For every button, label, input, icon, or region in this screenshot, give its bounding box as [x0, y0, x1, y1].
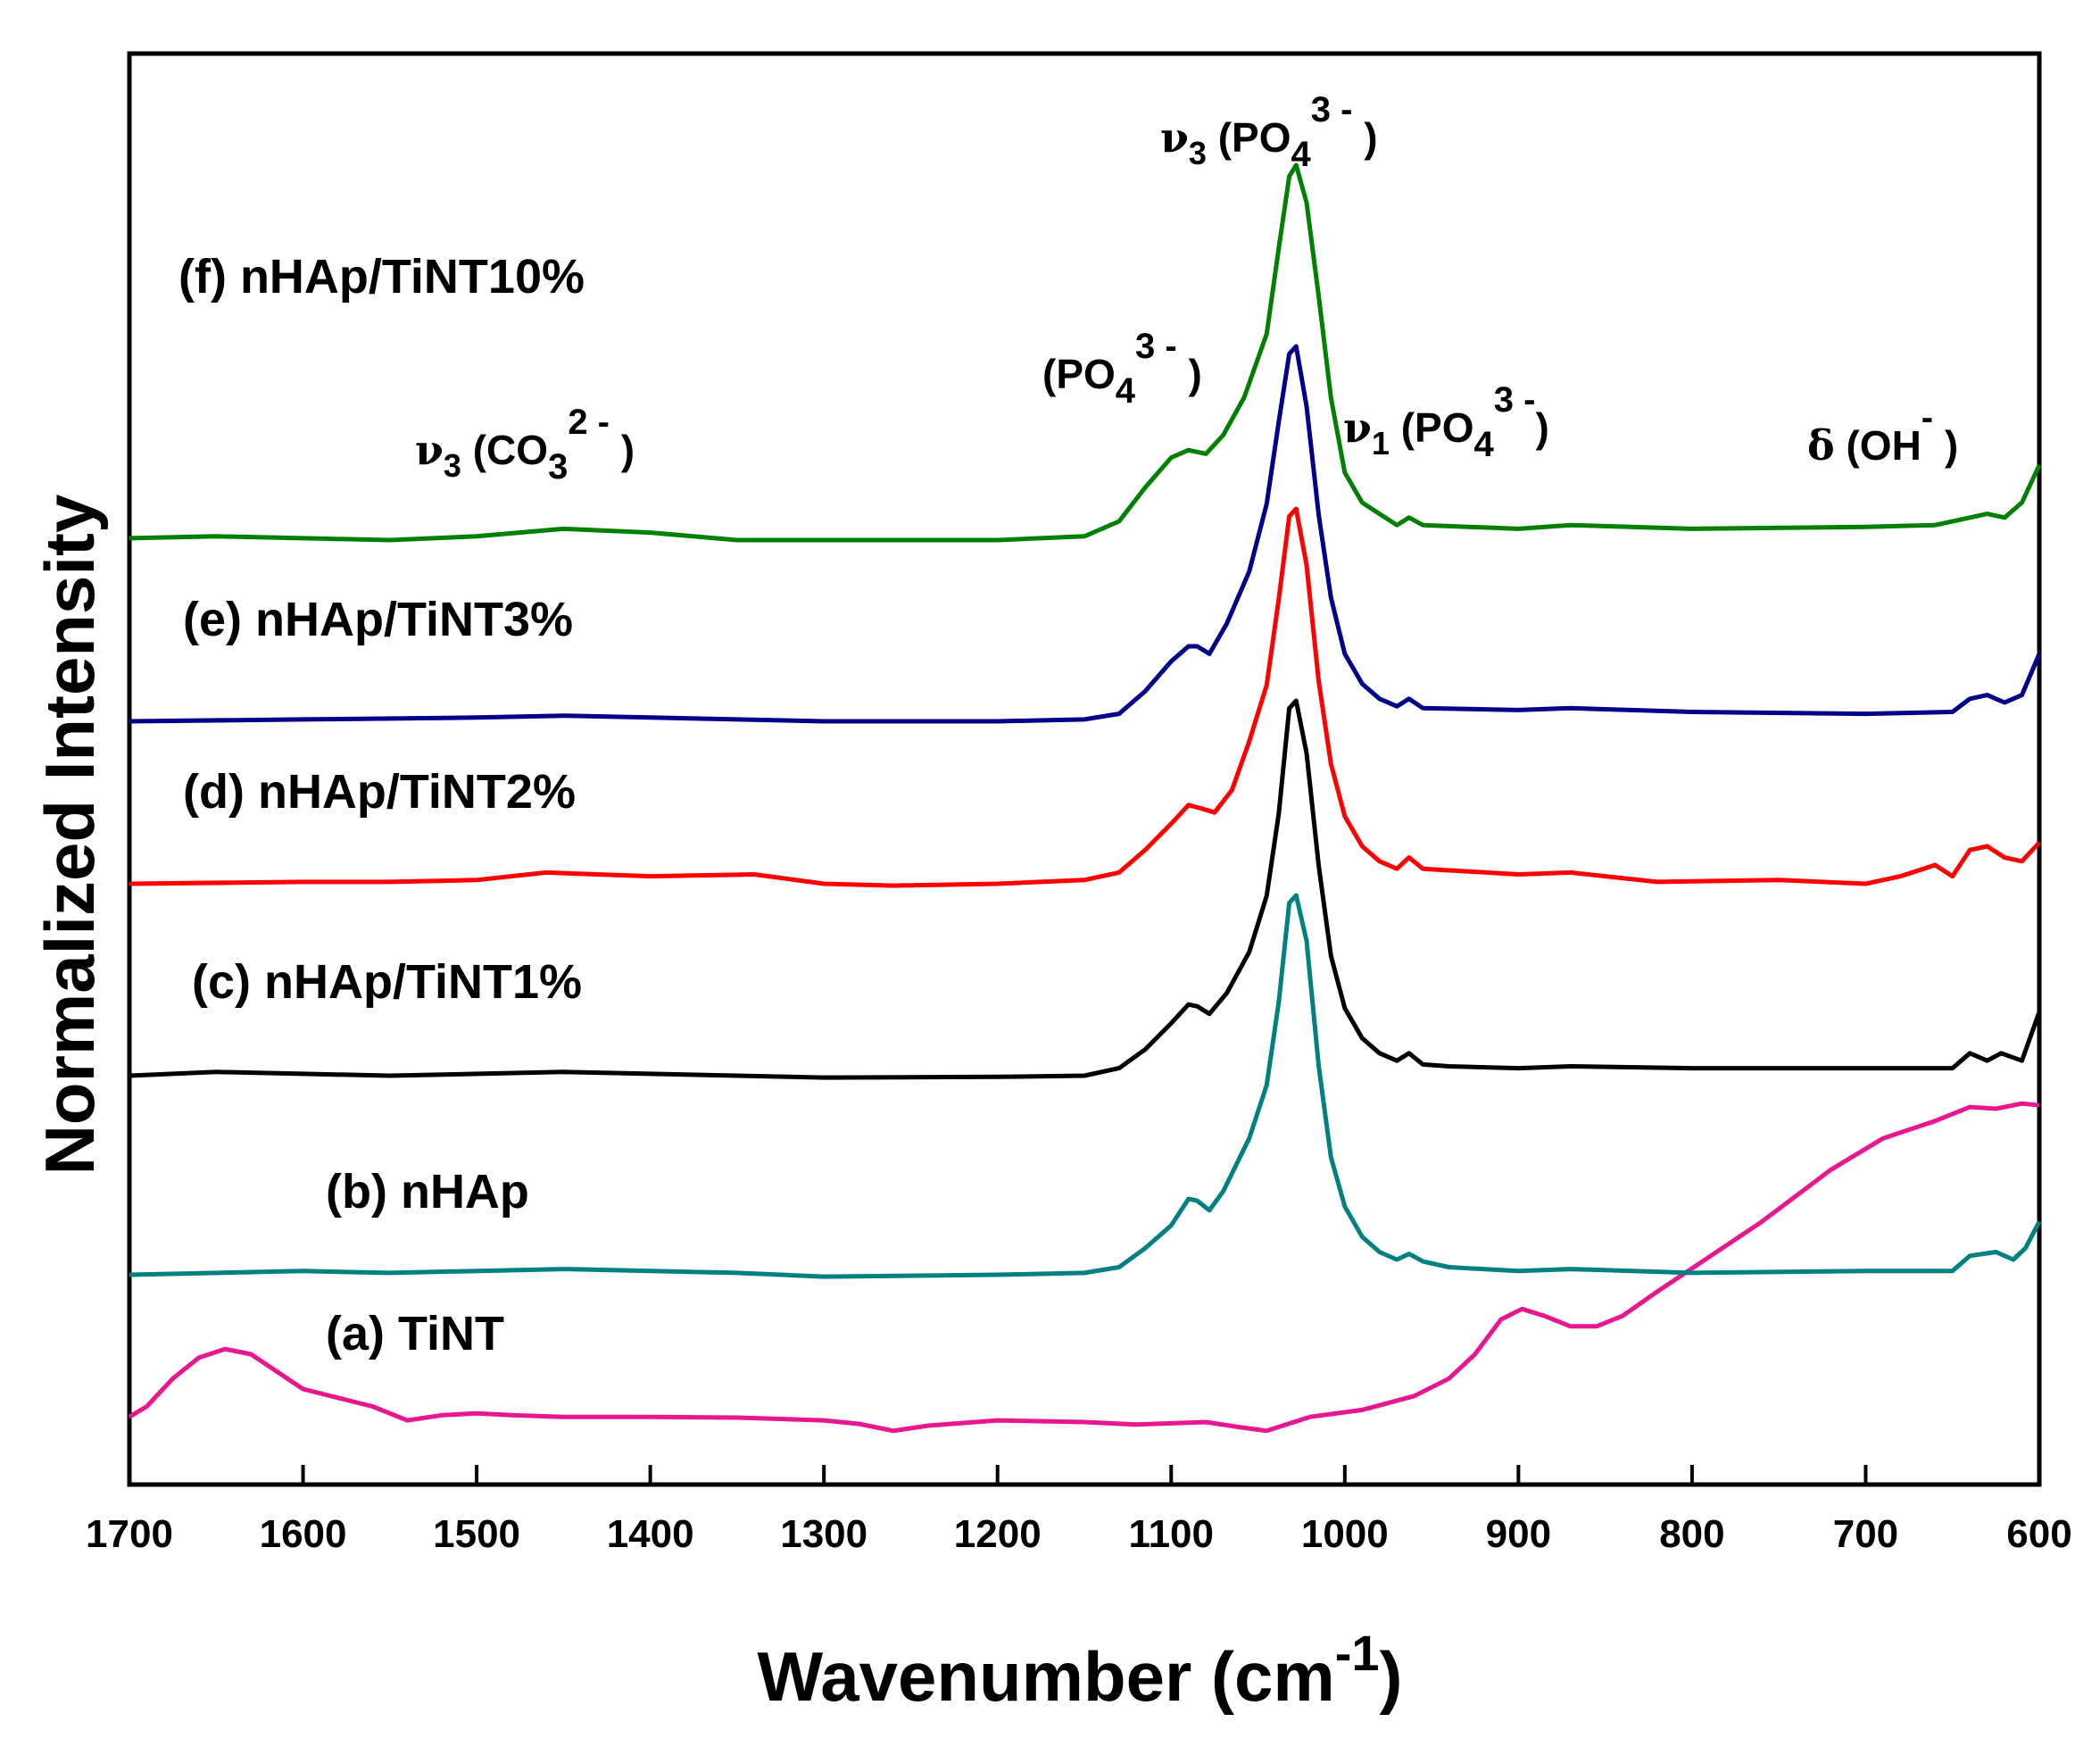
- x-axis-title: Wavenumber (cm-1): [757, 1625, 1402, 1716]
- series-labels: (a) TiNT (b) nHAp (c) nHAp/TiNT1% (d) nHAp/…: [178, 250, 585, 1360]
- series-label-3: (d) nHAp/TiNT2%: [183, 765, 576, 819]
- annotation-0-sub2: 3: [548, 447, 568, 487]
- series-line-5: [129, 162, 2042, 543]
- x-axis-title-close: ): [1380, 1637, 1403, 1716]
- series-line-4: [129, 344, 2042, 724]
- y-axis-title: Normalized Intensity: [30, 495, 109, 1176]
- annotation-4-symbol: δ: [1807, 421, 1835, 470]
- x-axis-ticks: 1700 1600 1500 1400 1300 1200 1100 1000 900 800 70…: [86, 1465, 2072, 1556]
- series-line-0: [128, 1101, 2040, 1434]
- annotation-1-close: ): [1177, 351, 1202, 397]
- series-label-1: (b) nHAp: [326, 1165, 529, 1219]
- annotation-3-close: ): [1535, 404, 1548, 451]
- x-axis-title-sup: -1: [1335, 1625, 1380, 1681]
- annotation-3-sup2: 3 -: [1494, 380, 1536, 420]
- annotation-2-text: (PO: [1207, 114, 1291, 161]
- x-tick-label-1400: 1400: [607, 1512, 694, 1556]
- peak-annotations: ν3 (CO32 - )(PO43 - )ν3 (PO43 - )ν1 (PO4…: [415, 90, 1958, 487]
- annotation-4-sup2: -: [1922, 398, 1933, 437]
- annotation-2-sub2: 4: [1291, 135, 1312, 174]
- annotation-0-text: (CO: [461, 427, 548, 473]
- series-line-2: [129, 698, 2042, 1080]
- annotation-4-close: ): [1933, 422, 1958, 469]
- annotation-1-sup2: 3 -: [1135, 327, 1177, 366]
- series-label-0: (a) TiNT: [326, 1307, 504, 1360]
- x-tick-label-1700: 1700: [86, 1512, 173, 1556]
- annotation-2-close: ): [1352, 114, 1377, 161]
- annotation-3: ν1 (PO4 3 -): [1343, 380, 1549, 464]
- series-label-2: (c) nHAp/TiNT1%: [192, 955, 582, 1009]
- x-tick-label-1000: 1000: [1301, 1512, 1389, 1556]
- series-label-4: (e) nHAp/TiNT3%: [183, 593, 573, 646]
- x-tick-label-1600: 1600: [260, 1512, 347, 1556]
- annotation-0-close: ): [610, 427, 635, 473]
- series-line-3: [129, 506, 2041, 888]
- series-line-1: [129, 893, 2042, 1279]
- x-tick-label-1200: 1200: [954, 1512, 1042, 1556]
- annotation-4-text: (OH: [1835, 422, 1922, 469]
- annotation-1-text: (PO: [1042, 351, 1116, 397]
- annotation-2-sub: 3: [1189, 135, 1207, 171]
- annotation-3-sub: 1: [1372, 425, 1390, 462]
- x-tick-label-600: 600: [2006, 1512, 2071, 1556]
- x-tick-label-1500: 1500: [433, 1512, 520, 1556]
- annotation-2: ν3 (PO4 3 - ): [1160, 90, 1378, 174]
- x-tick-label-1100: 1100: [1129, 1512, 1214, 1556]
- annotation-0-sub: 3: [444, 447, 461, 484]
- x-axis-title-text: Wavenumber (cm: [757, 1637, 1334, 1716]
- x-tick-label-900: 900: [1486, 1512, 1551, 1556]
- plot-frame: [127, 51, 2042, 1487]
- annotation-0-sup2: 2 -: [568, 403, 610, 442]
- series-label-5: (f) nHAp/TiNT10%: [178, 250, 585, 304]
- annotation-0-symbol: ν: [415, 426, 444, 474]
- annotation-2-sup2: 3 -: [1311, 90, 1353, 129]
- annotation-3-text: (PO: [1390, 404, 1474, 451]
- x-tick-label-1300: 1300: [780, 1512, 867, 1556]
- annotation-2-symbol: ν: [1160, 113, 1189, 162]
- annotation-1: (PO4 3 - ): [1042, 327, 1202, 411]
- annotation-0: ν3 (CO32 - ): [415, 403, 635, 487]
- annotation-1-sub2: 4: [1116, 371, 1136, 411]
- annotation-4: δ (OH- ): [1807, 398, 1958, 470]
- x-tick-label-700: 700: [1833, 1512, 1898, 1556]
- x-tick-label-800: 800: [1659, 1512, 1724, 1556]
- annotation-3-symbol: ν: [1343, 403, 1372, 452]
- annotation-3-sub2: 4: [1474, 425, 1495, 464]
- series-layer: [128, 162, 2042, 1434]
